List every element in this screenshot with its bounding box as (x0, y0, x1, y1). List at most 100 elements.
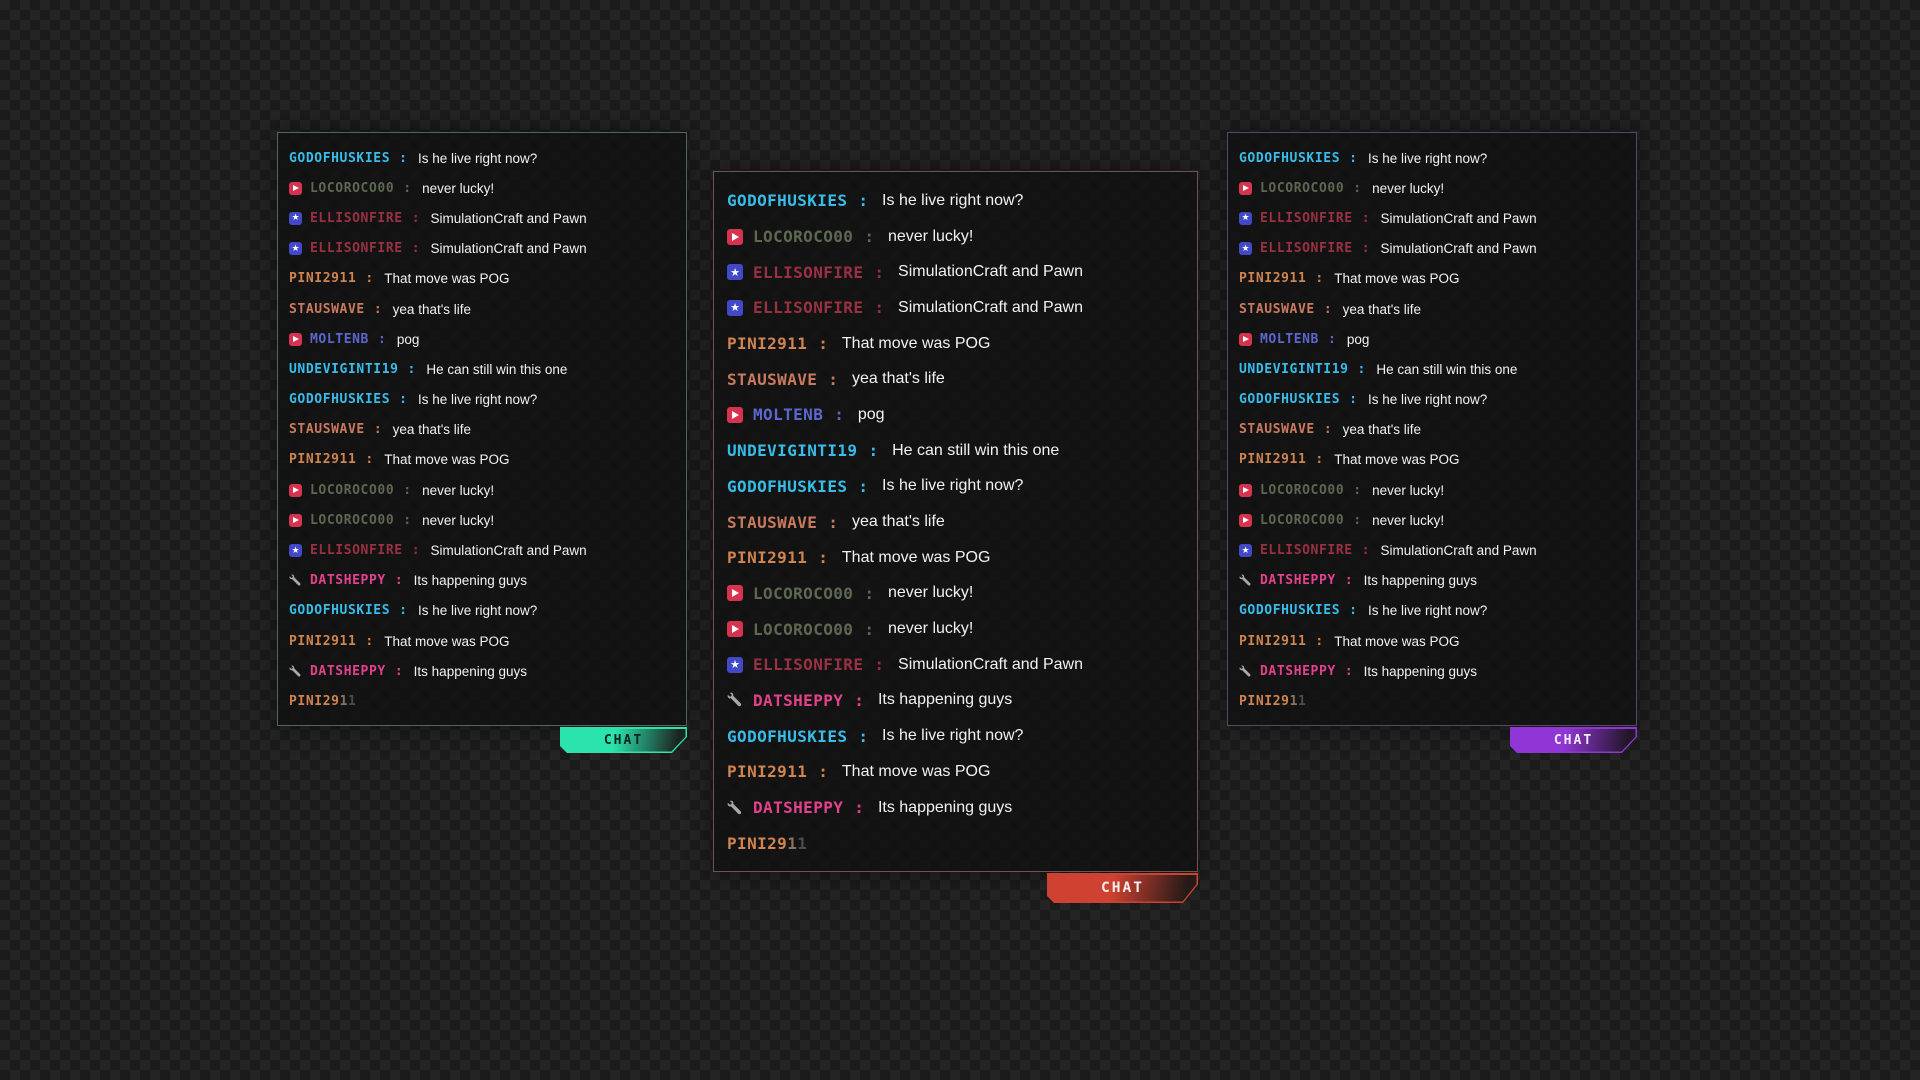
chat-username: LOCOROCO00 (1260, 482, 1345, 498)
username-separator: : (373, 301, 382, 317)
video-play-badge-icon (1239, 513, 1252, 527)
chat-message-row: LOCOROCO00: never lucky! (727, 219, 1185, 255)
chat-tab-label: CHAT (1101, 880, 1144, 896)
username-separator: : (365, 633, 374, 649)
chat-message-text: never lucky! (1372, 180, 1445, 196)
chat-username: DATSHEPPY (753, 798, 844, 818)
username-separator: : (394, 573, 403, 589)
chat-username: PINI2911 (727, 762, 808, 782)
username-separator: : (1323, 422, 1332, 438)
video-play-badge-icon (1239, 332, 1252, 346)
wrench-badge-icon (727, 692, 743, 708)
username-separator: : (403, 180, 412, 196)
chat-message-row: PINI2911 (1239, 686, 1626, 716)
chat-message-row: LOCOROCO00: never lucky! (289, 475, 676, 505)
chat-message-row: DATSHEPPY: Its happening guys (1239, 656, 1626, 686)
chat-message-row: PINI2911: That move was POG (1239, 445, 1626, 475)
chat-username: PINI2911 (727, 833, 808, 853)
username-separator: : (1315, 452, 1324, 468)
chat-message-row: MOLTENB: pog (289, 324, 676, 354)
chat-message-text: That move was POG (841, 548, 991, 566)
play-triangle-icon (293, 517, 299, 524)
username-separator: : (1344, 573, 1353, 589)
play-triangle-icon (293, 336, 299, 343)
play-triangle-icon (732, 232, 739, 241)
chat-message-list: GODOFHUSKIES: Is he live right now? LOCORO… (714, 172, 1197, 871)
chat-username: PINI2911 (289, 452, 357, 468)
username-separator: : (818, 762, 828, 782)
chat-message-text: never lucky! (1372, 512, 1445, 528)
chat-message-text: yea that's life (392, 422, 472, 438)
star-badge-icon: ★ (1239, 211, 1252, 225)
username-separator: : (1349, 150, 1357, 166)
username-separator: : (399, 150, 407, 166)
username-separator: : (864, 619, 874, 639)
chat-username: DATSHEPPY (310, 573, 386, 589)
chat-message-text: That move was POG (841, 334, 991, 352)
chat-message-row: ★ ELLISONFIRE: SimulationCraft and Pawn (727, 254, 1185, 290)
username-separator: : (394, 663, 403, 679)
chat-message-text: Its happening guys (877, 798, 1013, 816)
chat-message-row: PINI2911: That move was POG (289, 264, 676, 294)
wrench-badge-icon (1239, 665, 1252, 678)
chat-tab-button[interactable]: CHAT (1510, 727, 1637, 753)
username-separator: : (858, 726, 869, 746)
chat-message-row: STAUSWAVE: yea that's life (289, 294, 676, 324)
chat-message-text: yea that's life (1342, 422, 1422, 438)
play-triangle-icon (1243, 185, 1249, 192)
play-triangle-icon (732, 410, 739, 419)
username-separator: : (1349, 603, 1357, 619)
typing-faded-char: 1 (787, 833, 798, 853)
username-separator: : (403, 512, 412, 528)
chat-username: ELLISONFIRE (1260, 210, 1353, 226)
chat-username: ELLISONFIRE (310, 241, 403, 257)
typing-faded-char: 1 (339, 693, 348, 709)
chat-message-text: He can still win this one (1376, 361, 1518, 377)
chat-username: GODOFHUSKIES (1239, 392, 1341, 408)
chat-message-text: SimulationCraft and Pawn (1380, 241, 1537, 257)
chat-message-row: DATSHEPPY: Its happening guys (1239, 566, 1626, 596)
video-play-badge-icon (1239, 483, 1252, 497)
username-separator: : (1357, 361, 1366, 377)
username-separator: : (407, 361, 416, 377)
video-play-badge-icon (727, 585, 743, 602)
typing-faded-char: 1 (1298, 693, 1307, 709)
play-triangle-icon (732, 589, 739, 598)
username-separator: : (828, 369, 838, 389)
chat-message-list: GODOFHUSKIES: Is he live right now? LOCORO… (1228, 133, 1636, 725)
username-separator: : (365, 452, 374, 468)
chat-username: PINI2911 (1239, 633, 1307, 649)
chat-message-row: UNDEVIGINTI19: He can still win this one (289, 354, 676, 384)
chat-username: STAUSWAVE (289, 422, 365, 438)
chat-message-row: PINI2911: That move was POG (289, 445, 676, 475)
chat-username: LOCOROCO00 (310, 180, 395, 196)
chat-message-row: PINI2911: That move was POG (289, 626, 676, 656)
wrench-badge-icon (727, 800, 743, 816)
chat-message-row: PINI2911: That move was POG (727, 754, 1185, 790)
chat-message-text: never lucky! (887, 227, 974, 245)
chat-message-text: Is he live right now? (1367, 603, 1488, 619)
chat-message-text: SimulationCraft and Pawn (430, 241, 587, 257)
chat-tab-button[interactable]: CHAT (1047, 873, 1198, 903)
chat-message-text: Is he live right now? (1367, 150, 1488, 166)
chat-username: GODOFHUSKIES (289, 603, 391, 619)
chat-message-row: GODOFHUSKIES: Is he live right now? (1239, 143, 1626, 173)
username-separator: : (834, 405, 844, 425)
chat-username: DATSHEPPY (1260, 573, 1336, 589)
username-separator: : (411, 241, 420, 257)
chat-message-text: pog (1346, 331, 1370, 347)
chat-panel-left: GODOFHUSKIES: Is he live right now? LOCORO… (277, 132, 687, 726)
chat-message-text: Is he live right now? (882, 191, 1024, 209)
chat-tab-button[interactable]: CHAT (560, 727, 687, 753)
chat-message-text: never lucky! (422, 180, 495, 196)
chat-message-row: DATSHEPPY: Its happening guys (289, 566, 676, 596)
star-badge-icon: ★ (289, 211, 302, 225)
chat-message-row: PINI2911: That move was POG (727, 326, 1185, 362)
video-play-badge-icon (1239, 181, 1252, 195)
star-badge-icon: ★ (289, 242, 302, 256)
chat-message-row: ★ ELLISONFIRE: SimulationCraft and Pawn (727, 647, 1185, 683)
username-separator: : (399, 392, 407, 408)
chat-panel-right: GODOFHUSKIES: Is he live right now? LOCORO… (1227, 132, 1637, 726)
chat-username: LOCOROCO00 (753, 227, 854, 247)
video-play-badge-icon (289, 332, 302, 346)
